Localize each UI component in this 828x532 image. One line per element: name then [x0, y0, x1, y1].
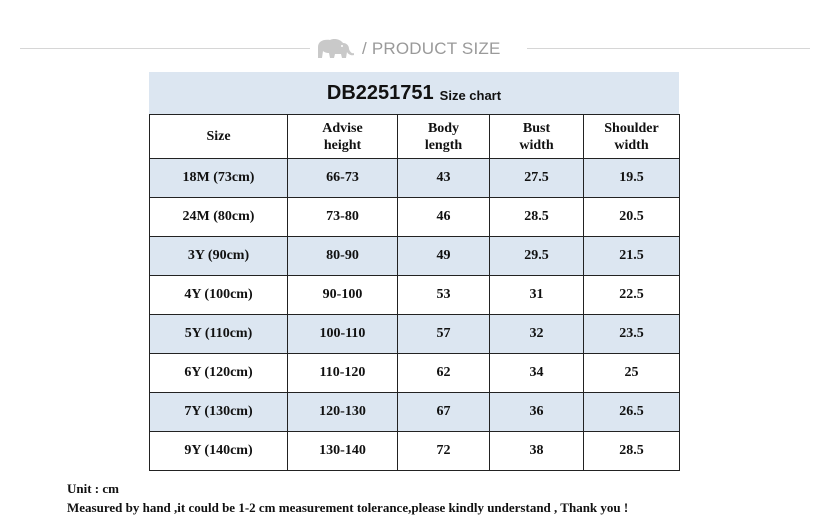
cell-bust-width: 31: [489, 275, 584, 315]
cell-bust-width: 32: [489, 314, 584, 354]
cell-size: 5Y (110cm): [149, 314, 288, 354]
cell-size: 6Y (120cm): [149, 353, 288, 393]
cell-shoulder-width: 28.5: [583, 431, 680, 471]
header-text-line: Body: [427, 120, 460, 136]
cell-advise-height: 73-80: [287, 197, 398, 237]
cell-body-length: 57: [397, 314, 490, 354]
table-row: 9Y (140cm) 130-140 72 38 28.5: [149, 431, 680, 471]
header-text-line: Advise: [322, 120, 363, 136]
cell-size: 4Y (100cm): [149, 275, 288, 315]
header-text-line: width: [614, 137, 649, 153]
cell-shoulder-width: 23.5: [583, 314, 680, 354]
unit-label: Unit : cm: [67, 481, 119, 496]
section-title: / PRODUCT SIZE: [362, 39, 501, 58]
header-text-line: Bust: [522, 120, 551, 136]
cell-bust-width: 36: [489, 392, 584, 432]
header-bust-width: Bust width: [489, 114, 584, 159]
cell-advise-height: 80-90: [287, 236, 398, 276]
cell-shoulder-width: 19.5: [583, 158, 680, 198]
header-divider-right: [527, 48, 810, 49]
chart-subtitle: Size chart: [439, 87, 502, 103]
header-size: Size: [149, 114, 288, 159]
cell-bust-width: 29.5: [489, 236, 584, 276]
table-row: 4Y (100cm) 90-100 53 31 22.5: [149, 275, 680, 315]
cell-advise-height: 90-100: [287, 275, 398, 315]
header-divider-left: [20, 48, 310, 49]
cell-body-length: 53: [397, 275, 490, 315]
cell-size: 3Y (90cm): [149, 236, 288, 276]
section-header: / PRODUCT SIZE: [312, 34, 501, 64]
header-text-line: Size: [206, 129, 231, 144]
size-table: Size Advise height Body length Bust width Shoul…: [149, 114, 680, 471]
cell-shoulder-width: 25: [583, 353, 680, 393]
cell-bust-width: 28.5: [489, 197, 584, 237]
elephant-icon: [312, 37, 356, 61]
table-header-row: Size Advise height Body length Bust width Shoul…: [149, 114, 680, 159]
cell-bust-width: 34: [489, 353, 584, 393]
cell-shoulder-width: 26.5: [583, 392, 680, 432]
cell-size: 9Y (140cm): [149, 431, 288, 471]
cell-shoulder-width: 22.5: [583, 275, 680, 315]
table-row: 7Y (130cm) 120-130 67 36 26.5: [149, 392, 680, 432]
header-text-line: height: [323, 137, 362, 153]
cell-bust-width: 27.5: [489, 158, 584, 198]
chart-title-bar: DB2251751 Size chart: [149, 72, 679, 114]
cell-body-length: 72: [397, 431, 490, 471]
product-code: DB2251751: [326, 81, 434, 104]
cell-shoulder-width: 21.5: [583, 236, 680, 276]
cell-advise-height: 120-130: [287, 392, 398, 432]
cell-body-length: 43: [397, 158, 490, 198]
cell-body-length: 62: [397, 353, 490, 393]
cell-size: 18M (73cm): [149, 158, 288, 198]
cell-body-length: 49: [397, 236, 490, 276]
header-text-line: length: [424, 137, 463, 153]
table-row: 5Y (110cm) 100-110 57 32 23.5: [149, 314, 680, 354]
header-text-line: width: [519, 137, 554, 153]
cell-advise-height: 66-73: [287, 158, 398, 198]
cell-advise-height: 100-110: [287, 314, 398, 354]
cell-body-length: 67: [397, 392, 490, 432]
cell-size: 24M (80cm): [149, 197, 288, 237]
table-row: 18M (73cm) 66-73 43 27.5 19.5: [149, 158, 680, 198]
table-row: 24M (80cm) 73-80 46 28.5 20.5: [149, 197, 680, 237]
tolerance-note: Measured by hand ,it could be 1-2 cm mea…: [67, 500, 629, 515]
header-shoulder-width: Shoulder width: [583, 114, 680, 159]
header-advise-height: Advise height: [287, 114, 398, 159]
table-row: 6Y (120cm) 110-120 62 34 25: [149, 353, 680, 393]
header-body-length: Body length: [397, 114, 490, 159]
cell-body-length: 46: [397, 197, 490, 237]
cell-advise-height: 130-140: [287, 431, 398, 471]
cell-size: 7Y (130cm): [149, 392, 288, 432]
cell-advise-height: 110-120: [287, 353, 398, 393]
table-body: 18M (73cm) 66-73 43 27.5 19.5 24M (80cm) 73-80…: [149, 158, 680, 471]
size-chart: DB2251751 Size chart Size Advise height Bod…: [149, 72, 680, 471]
cell-shoulder-width: 20.5: [583, 197, 680, 237]
header-text-line: Shoulder: [604, 120, 659, 136]
table-row: 3Y (90cm) 80-90 49 29.5 21.5: [149, 236, 680, 276]
cell-bust-width: 38: [489, 431, 584, 471]
